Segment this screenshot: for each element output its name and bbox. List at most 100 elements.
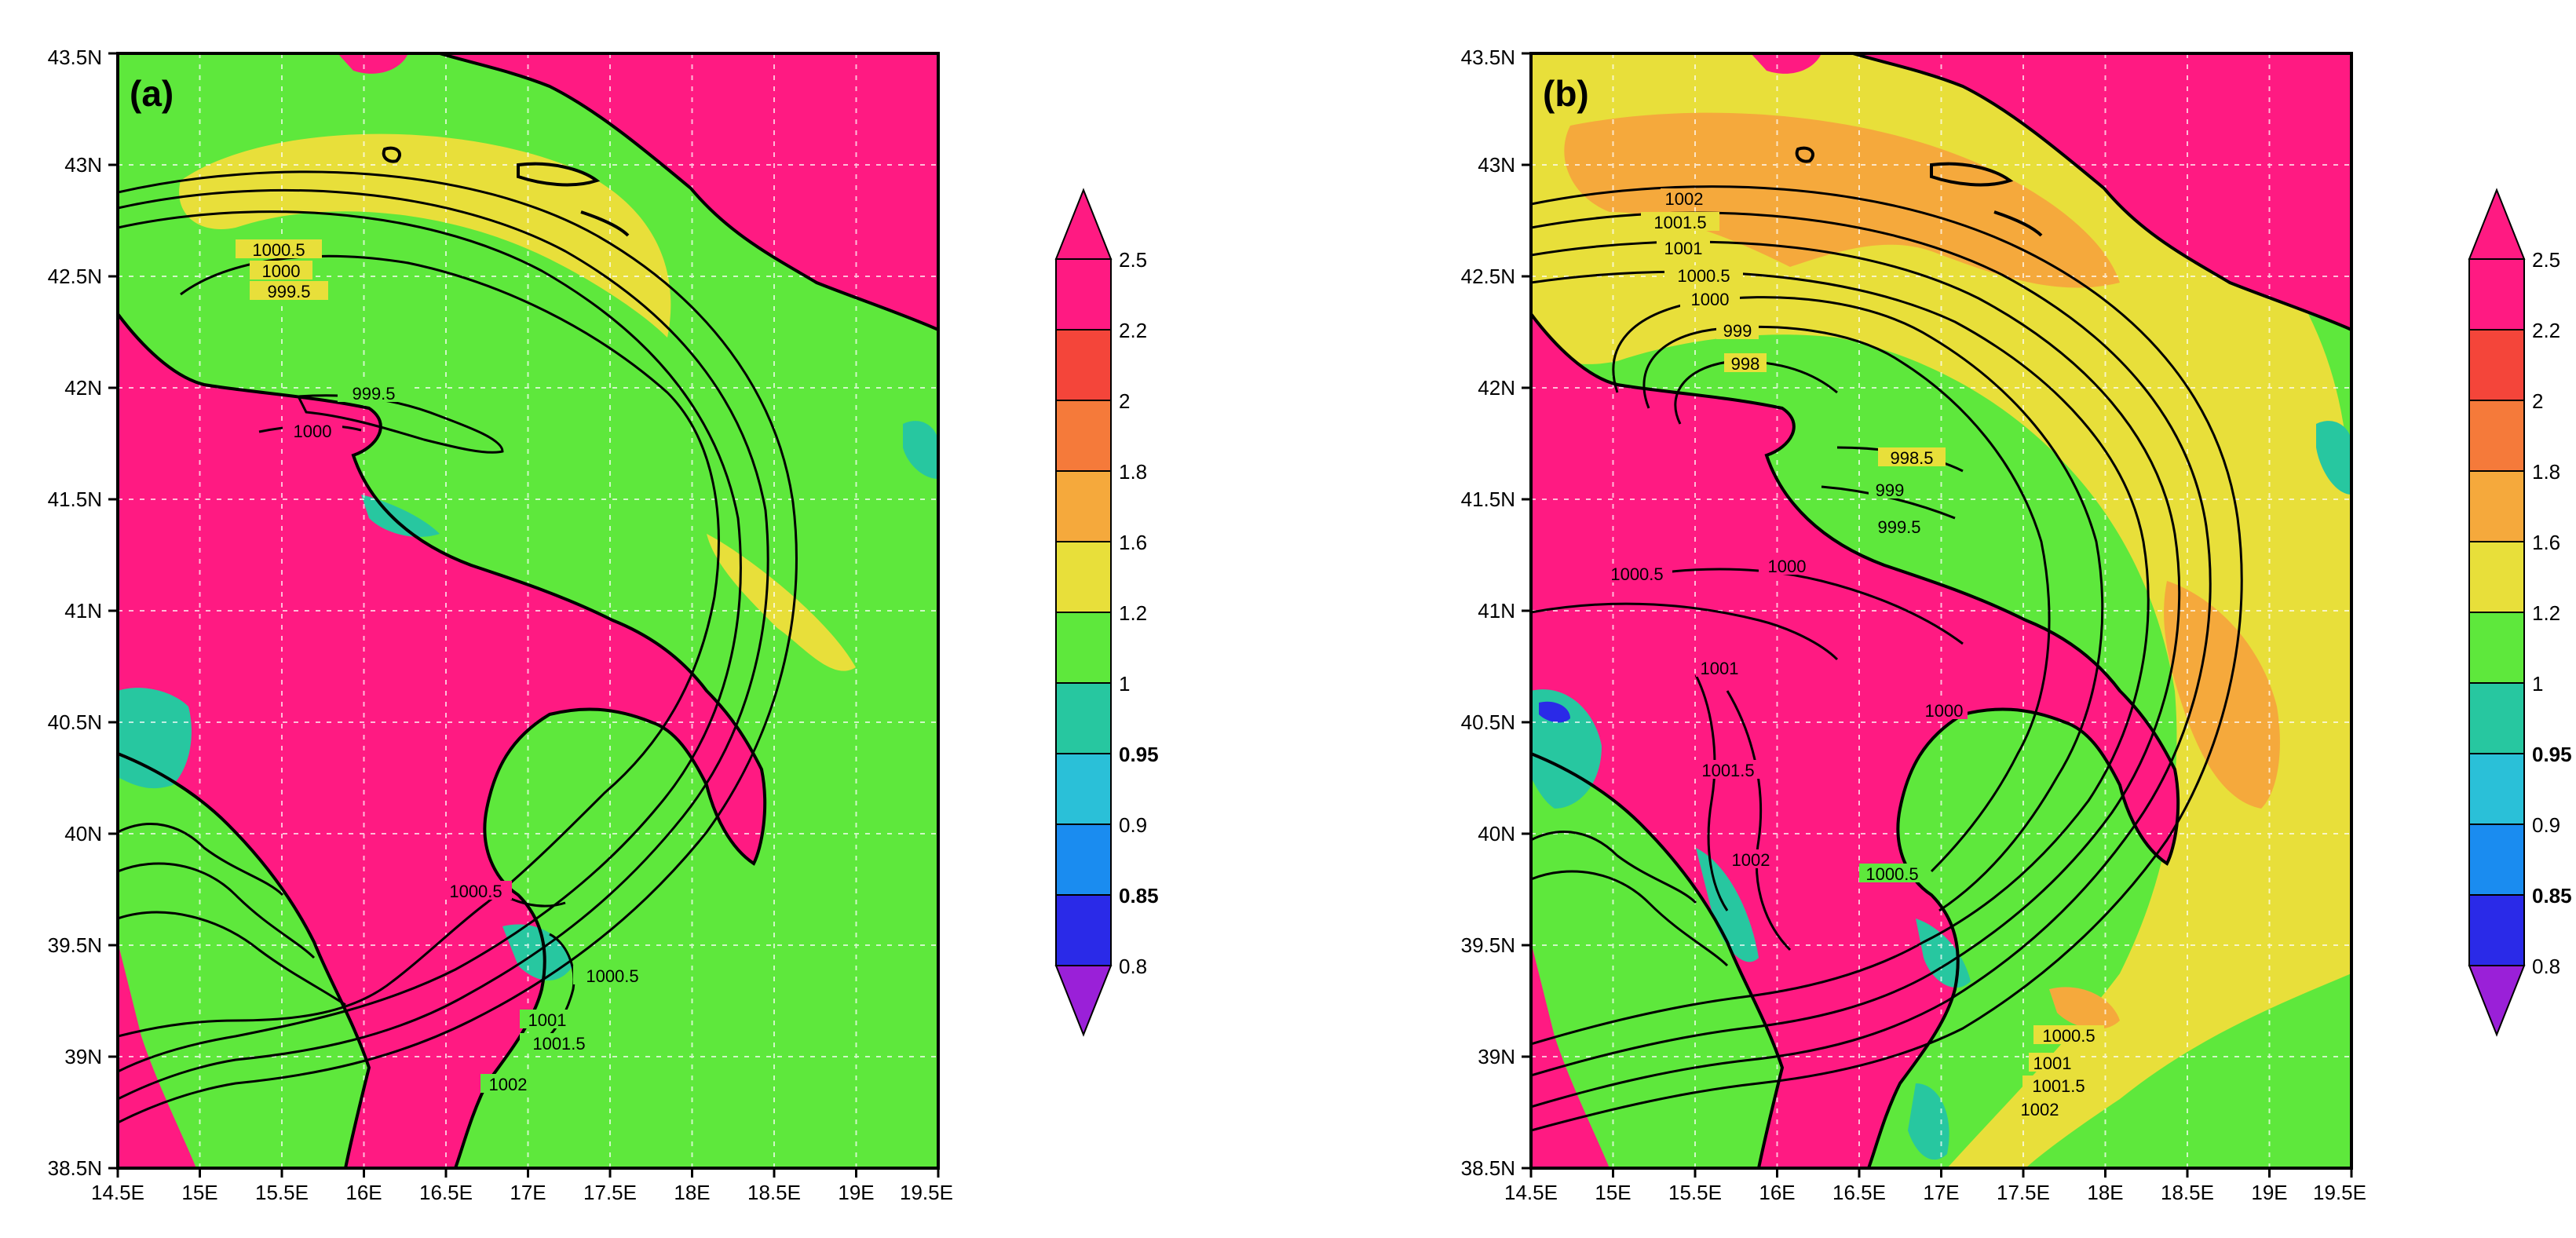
colorbar-label: 2.2 — [2532, 319, 2560, 342]
y-tick-label: 43N — [1478, 153, 1515, 177]
teal-patch-5-b — [1908, 1083, 1949, 1160]
land-south-a — [118, 942, 196, 1168]
y-tick-label: 40N — [64, 822, 102, 845]
land-south-b — [1531, 942, 1610, 1168]
x-tick-label: 16.5E — [419, 1181, 473, 1204]
colorbar-label: 0.85 — [1119, 884, 1159, 908]
isobar-label: 1002 — [1732, 850, 1770, 870]
colorbar-segment — [2468, 753, 2525, 825]
x-tick-label: 19E — [2251, 1181, 2287, 1204]
isobar-labels-a: 1000.5 1000 999.5 999.5 1000 1000.5 1000… — [236, 239, 652, 1094]
panel-b: 14.5E 15E 15.5E 16E 16.5E 17E 17.5E 18E … — [1461, 46, 2572, 1204]
isobar-label: 1000 — [1768, 557, 1807, 576]
land-italy-b — [1531, 314, 2179, 1168]
x-tick-label: 19.5E — [2313, 1181, 2366, 1204]
orange-patch-b2 — [2164, 581, 2280, 809]
map-a — [118, 53, 938, 1168]
isobar-label: 999.5 — [1877, 517, 1920, 537]
colorbar-segment — [2468, 400, 2525, 472]
colorbar-bottom-arrow-a — [1054, 965, 1113, 1037]
colorbar-label: 1 — [1119, 672, 1130, 696]
y-tick-label: 39.5N — [48, 933, 102, 957]
colorbar-label: 2 — [2532, 389, 2543, 413]
colorbar-label: 1.8 — [2532, 460, 2560, 484]
colorbar-segment — [1055, 753, 1112, 825]
x-tick-label: 17E — [1923, 1181, 1959, 1204]
colorbar-segment — [2468, 612, 2525, 684]
x-tick-label: 19.5E — [900, 1181, 953, 1204]
y-tick-label: 39N — [1478, 1045, 1515, 1068]
isobar-label: 1000 — [1925, 701, 1964, 721]
panel-label-b: (b) — [1543, 73, 1589, 114]
y-tick-label: 42.5N — [48, 265, 102, 288]
x-tick-label: 15.5E — [255, 1181, 309, 1204]
colorbar-label: 2.5 — [1119, 248, 1147, 272]
orange-patch-b3 — [2049, 987, 2120, 1029]
y-tick-labels-a: 38.5N 39N 39.5N 40N 40.5N 41N 41.5N 42N … — [48, 46, 102, 1180]
x-tick-label: 15E — [181, 1181, 217, 1204]
x-tick-label: 14.5E — [1504, 1181, 1558, 1204]
colorbar-top-arrow-b — [2468, 188, 2526, 260]
y-tick-label: 43.5N — [1461, 46, 1515, 69]
colorbar-segment — [2468, 258, 2525, 330]
isobar-label: 1000.5 — [586, 966, 638, 986]
isobar-label: 1000.5 — [1865, 864, 1918, 884]
isobar-label: 998.5 — [1890, 448, 1933, 468]
x-tick-label: 14.5E — [91, 1181, 144, 1204]
isobar-label: 1001 — [1701, 659, 1739, 678]
isobar-label: 999.5 — [352, 384, 395, 404]
y-tick-label: 41.5N — [1461, 488, 1515, 511]
y-tick-label: 39N — [64, 1045, 102, 1068]
x-tick-label: 15E — [1595, 1181, 1631, 1204]
isobar-label: 1000.5 — [252, 240, 305, 260]
x-tick-label: 19E — [838, 1181, 874, 1204]
x-tick-label: 18.5E — [747, 1181, 801, 1204]
isobar-labels-b: 1002 1001.5 1001 1000.5 1000 999 998 998… — [1602, 188, 2104, 1119]
yellow-band-a2 — [707, 534, 856, 671]
colorbar-label: 0.95 — [1119, 743, 1159, 766]
isobar-label: 1001 — [2033, 1054, 2072, 1073]
colorbar-segment — [1055, 400, 1112, 472]
isobar-label: 1001.5 — [532, 1034, 585, 1054]
colorbar-label: 0.85 — [2532, 884, 2572, 908]
colorbar-label: 0.8 — [2532, 955, 2560, 978]
colorbar-label: 1.6 — [2532, 531, 2560, 554]
colorbar-segment — [1055, 470, 1112, 542]
isobar-label: 999.5 — [267, 282, 310, 301]
isobar-label: 998 — [1731, 354, 1760, 374]
y-tick-label: 43N — [64, 153, 102, 177]
isobar-label: 1001 — [528, 1010, 567, 1030]
x-tick-label: 18E — [674, 1181, 710, 1204]
x-tick-label: 15.5E — [1668, 1181, 1722, 1204]
colorbar-segment — [2468, 470, 2525, 542]
colorbar-label: 2.5 — [2532, 248, 2560, 272]
colorbar-segment — [1055, 824, 1112, 896]
y-tick-label: 42.5N — [1461, 265, 1515, 288]
y-tick-labels-b: 38.5N 39N 39.5N 40N 40.5N 41N 41.5N 42N … — [1461, 46, 1515, 1180]
land-italy-a — [118, 314, 765, 1168]
y-tick-label: 40.5N — [1461, 710, 1515, 734]
y-tick-label: 38.5N — [1461, 1156, 1515, 1180]
colorbar-label: 1.8 — [1119, 460, 1147, 484]
y-tick-label: 38.5N — [48, 1156, 102, 1180]
isobar-label: 1001.5 — [2032, 1076, 2085, 1096]
land-topleft-b — [1751, 53, 1821, 74]
isobar-label: 1000.5 — [1610, 564, 1663, 584]
colorbar-top-arrow-a — [1054, 188, 1113, 260]
axis-ticks-a — [108, 52, 940, 1178]
colorbar-label: 0.8 — [1119, 955, 1147, 978]
colorbar-segment — [1055, 329, 1112, 401]
x-tick-label: 16.5E — [1832, 1181, 1886, 1204]
land-balkans-a — [440, 53, 938, 330]
y-tick-label: 43.5N — [48, 46, 102, 69]
coastline-b — [1531, 53, 2351, 1168]
teal-patch-1-a — [118, 688, 192, 789]
colorbar-label: 0.95 — [2532, 743, 2572, 766]
x-tick-label: 16E — [345, 1181, 382, 1204]
x-tick-label: 17.5E — [1997, 1181, 2050, 1204]
isobar-label: 1000 — [294, 422, 332, 441]
x-tick-labels-b: 14.5E 15E 15.5E 16E 16.5E 17E 17.5E 18E … — [1504, 1181, 2366, 1204]
isobar-label: 1000 — [262, 261, 301, 281]
y-tick-label: 42N — [1478, 376, 1515, 400]
